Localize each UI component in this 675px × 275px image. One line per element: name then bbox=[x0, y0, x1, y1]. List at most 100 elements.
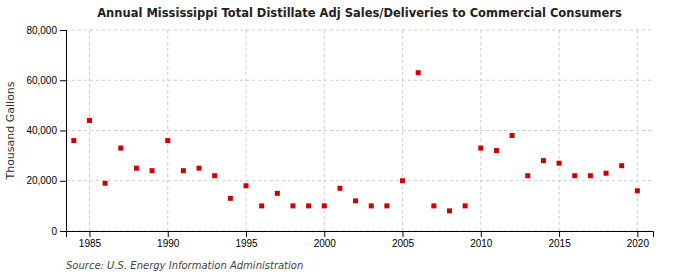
y-tick: 60,000 bbox=[26, 75, 66, 86]
x-tick-label: 2005 bbox=[392, 238, 415, 249]
x-tick: 2005 bbox=[392, 231, 415, 249]
x-axis-line bbox=[67, 232, 654, 238]
point bbox=[416, 70, 421, 75]
point bbox=[103, 181, 108, 186]
point bbox=[290, 203, 295, 208]
point bbox=[165, 138, 170, 143]
x-tick: 1995 bbox=[235, 231, 258, 249]
point bbox=[510, 133, 515, 138]
y-grid-line bbox=[66, 130, 653, 131]
x-tick-mark bbox=[89, 231, 90, 237]
point bbox=[588, 173, 593, 178]
y-tick-label: 80,000 bbox=[26, 25, 57, 36]
source-note: Source: U.S. Energy Information Administ… bbox=[66, 260, 303, 271]
point bbox=[494, 148, 499, 153]
point bbox=[197, 166, 202, 171]
x-grid-line bbox=[480, 30, 481, 231]
point bbox=[400, 178, 405, 183]
point bbox=[337, 186, 342, 191]
point bbox=[525, 173, 530, 178]
y-tick-label: 60,000 bbox=[26, 75, 57, 86]
point bbox=[431, 203, 436, 208]
point bbox=[306, 203, 311, 208]
x-tick: 1990 bbox=[157, 231, 180, 249]
y-grid-line bbox=[66, 30, 653, 31]
point bbox=[572, 173, 577, 178]
x-grid-line bbox=[246, 30, 247, 231]
title: Annual Mississippi Total Distillate Adj … bbox=[97, 6, 622, 20]
x-tick-mark bbox=[403, 231, 404, 237]
point bbox=[134, 166, 139, 171]
point bbox=[275, 191, 280, 196]
point bbox=[71, 138, 76, 143]
y-tick-mark bbox=[60, 30, 66, 31]
x-tick: 1985 bbox=[79, 231, 102, 249]
point bbox=[635, 188, 640, 193]
x-grid-line bbox=[559, 30, 560, 231]
x-tick: 2010 bbox=[470, 231, 493, 249]
point bbox=[353, 198, 358, 203]
x-tick-mark bbox=[559, 231, 560, 237]
y-axis-line bbox=[60, 31, 67, 232]
point bbox=[541, 158, 546, 163]
point bbox=[463, 203, 468, 208]
x-tick-mark bbox=[168, 231, 169, 237]
x-grid-line bbox=[89, 30, 90, 231]
point bbox=[604, 171, 609, 176]
x-tick: 2000 bbox=[314, 231, 337, 249]
x-tick-mark bbox=[246, 231, 247, 237]
x-tick-label: 2010 bbox=[470, 238, 493, 249]
x-tick-label: 1995 bbox=[235, 238, 258, 249]
x-tick-label: 1985 bbox=[79, 238, 102, 249]
x-tick-mark bbox=[324, 231, 325, 237]
plot-area: 1985 1990 1995 2000 2005 2010 2015 2020 0 20,000 4… bbox=[26, 25, 653, 249]
chart-svg: 1985 1990 1995 2000 2005 2010 2015 2020 0 20,000 4… bbox=[0, 0, 675, 275]
x-grid-line bbox=[637, 30, 638, 231]
x-tick-label: 2000 bbox=[314, 238, 337, 249]
x-tick-mark bbox=[481, 231, 482, 237]
point bbox=[150, 168, 155, 173]
y-tick: 20,000 bbox=[26, 175, 66, 186]
y-tick-mark bbox=[60, 181, 66, 182]
point bbox=[557, 161, 562, 166]
y-axis: 0 20,000 40,000 60,000 80,000 bbox=[26, 25, 66, 237]
x-tick-label: 2020 bbox=[627, 238, 650, 249]
point bbox=[619, 163, 624, 168]
y-tick-label: 20,000 bbox=[26, 175, 57, 186]
point bbox=[384, 203, 389, 208]
y-tick: 40,000 bbox=[26, 125, 66, 136]
y-grid-line bbox=[66, 80, 653, 81]
y-tick-mark bbox=[60, 231, 66, 232]
y-axis-label: Thousand Gallons bbox=[4, 81, 17, 180]
point bbox=[322, 203, 327, 208]
point bbox=[244, 183, 249, 188]
grid bbox=[66, 30, 653, 231]
x-tick: 2020 bbox=[627, 231, 650, 249]
point bbox=[181, 168, 186, 173]
x-grid-line bbox=[402, 30, 403, 231]
point bbox=[228, 196, 233, 201]
x-tick-label: 2015 bbox=[548, 238, 571, 249]
x-tick-mark bbox=[637, 231, 638, 237]
points bbox=[71, 70, 640, 213]
x-tick-label: 1990 bbox=[157, 238, 180, 249]
y-tick-label: 0 bbox=[51, 226, 57, 237]
x-grid-line bbox=[324, 30, 325, 231]
y-tick: 80,000 bbox=[26, 25, 66, 36]
point bbox=[118, 146, 123, 151]
chart-container: 1985 1990 1995 2000 2005 2010 2015 2020 0 20,000 4… bbox=[0, 0, 675, 275]
x-tick: 2015 bbox=[548, 231, 571, 249]
point bbox=[447, 208, 452, 213]
y-grid-line bbox=[66, 180, 653, 181]
point bbox=[369, 203, 374, 208]
y-tick-mark bbox=[60, 80, 66, 81]
x-axis: 1985 1990 1995 2000 2005 2010 2015 2020 bbox=[67, 231, 654, 249]
point bbox=[259, 203, 264, 208]
point bbox=[478, 146, 483, 151]
y-tick: 0 bbox=[51, 226, 66, 237]
y-tick-label: 40,000 bbox=[26, 125, 57, 136]
point bbox=[212, 173, 217, 178]
x-grid-line bbox=[167, 30, 168, 231]
y-tick-mark bbox=[60, 131, 66, 132]
point bbox=[87, 118, 92, 123]
